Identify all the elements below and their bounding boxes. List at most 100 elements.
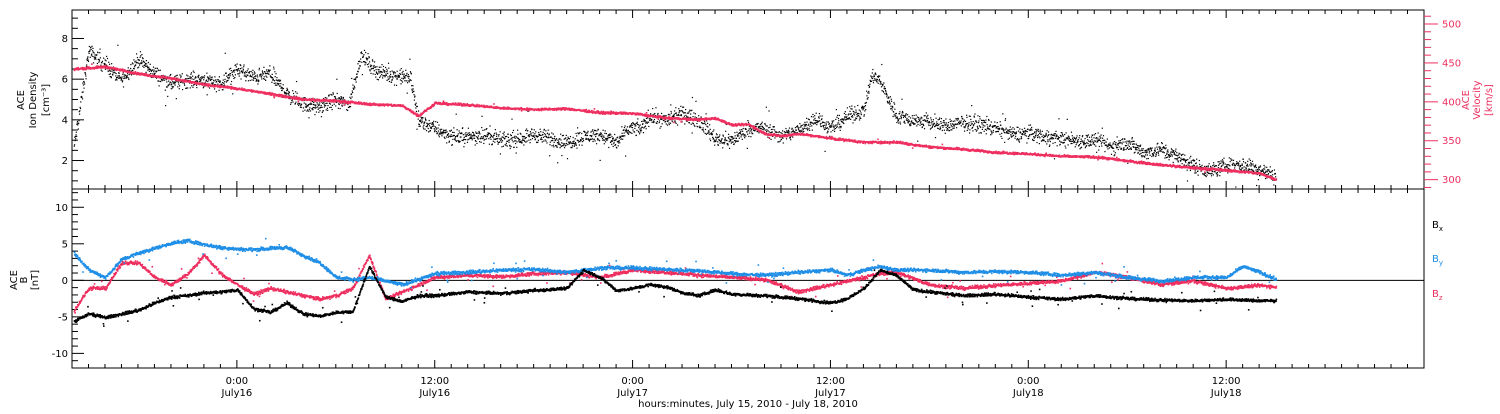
data-point	[431, 128, 432, 129]
data-point	[748, 122, 749, 123]
data-point	[177, 75, 178, 76]
data-point	[849, 106, 850, 107]
data-point	[416, 103, 417, 104]
data-point	[503, 133, 504, 134]
data-point	[1083, 142, 1084, 143]
data-point	[910, 117, 911, 118]
data-point	[406, 75, 407, 76]
data-point	[1010, 126, 1011, 127]
data-point	[1095, 146, 1096, 147]
data-point	[421, 117, 422, 118]
data-point	[509, 139, 510, 140]
data-point	[381, 74, 382, 75]
data-point	[551, 136, 552, 137]
data-point	[641, 121, 642, 122]
data-point	[541, 137, 542, 138]
data-point	[185, 78, 186, 79]
data-point	[379, 77, 380, 78]
data-point	[923, 125, 924, 126]
data-point	[821, 118, 822, 119]
data-point	[961, 125, 962, 126]
data-point	[771, 129, 772, 130]
data-point	[532, 132, 533, 133]
data-point	[997, 122, 998, 123]
data-point	[490, 139, 491, 140]
data-point	[390, 74, 391, 75]
data-point	[730, 140, 731, 141]
data-point	[471, 137, 472, 138]
data-point	[1091, 139, 1092, 140]
data-point	[1239, 169, 1240, 170]
data-point	[451, 136, 452, 137]
data-point	[833, 127, 834, 128]
data-point	[138, 63, 139, 64]
data-point	[468, 128, 469, 129]
data-point	[204, 77, 205, 78]
data-point	[222, 82, 223, 83]
data-point	[191, 78, 192, 79]
data-point	[1013, 135, 1014, 136]
data-point	[1236, 161, 1237, 162]
data-point	[693, 123, 694, 124]
data-point	[429, 120, 430, 121]
data-point	[1059, 137, 1060, 138]
data-point	[105, 65, 107, 67]
data-point	[400, 74, 401, 75]
data-point	[916, 120, 917, 121]
data-point	[132, 70, 133, 71]
data-point	[454, 132, 455, 133]
data-point	[478, 131, 479, 132]
data-point	[879, 79, 880, 80]
data-point	[843, 123, 844, 124]
data-point	[968, 122, 969, 123]
data-point	[1212, 165, 1213, 166]
data-point	[1159, 150, 1160, 151]
data-point	[208, 77, 209, 78]
data-point	[329, 94, 330, 95]
data-point	[912, 115, 913, 116]
data-point	[576, 133, 577, 134]
data-point	[1158, 155, 1159, 156]
data-point	[511, 119, 512, 120]
data-point	[297, 103, 298, 104]
data-point	[1040, 130, 1041, 131]
data-point	[625, 156, 626, 157]
data-point	[963, 124, 964, 125]
data-point	[125, 75, 126, 76]
data-point	[305, 104, 306, 105]
data-point	[772, 129, 773, 130]
data-point	[851, 105, 852, 106]
data-point	[1219, 163, 1220, 164]
data-point	[82, 83, 83, 84]
data-point	[1047, 136, 1048, 137]
data-point	[858, 115, 859, 116]
data-point	[760, 126, 761, 127]
data-point	[1132, 141, 1133, 142]
data-point	[917, 141, 918, 142]
data-point	[1139, 154, 1140, 155]
data-point	[511, 138, 512, 139]
data-point	[711, 133, 712, 134]
data-point	[769, 127, 770, 128]
data-point	[804, 122, 805, 123]
data-point	[386, 69, 387, 70]
data-point	[884, 93, 885, 94]
data-point	[87, 58, 88, 59]
data-point	[218, 79, 219, 80]
data-point	[538, 140, 539, 141]
data-point	[1029, 135, 1030, 136]
data-point	[147, 69, 148, 70]
data-point	[780, 132, 781, 133]
data-point	[230, 68, 231, 69]
data-point	[1016, 139, 1017, 140]
data-point	[657, 121, 658, 122]
data-point	[153, 67, 154, 68]
data-point	[608, 147, 609, 148]
data-point	[373, 66, 374, 67]
data-point	[651, 119, 652, 120]
data-point	[905, 117, 906, 118]
data-point	[638, 124, 639, 125]
data-point	[606, 133, 607, 134]
data-point	[392, 77, 393, 78]
data-point	[515, 143, 516, 144]
